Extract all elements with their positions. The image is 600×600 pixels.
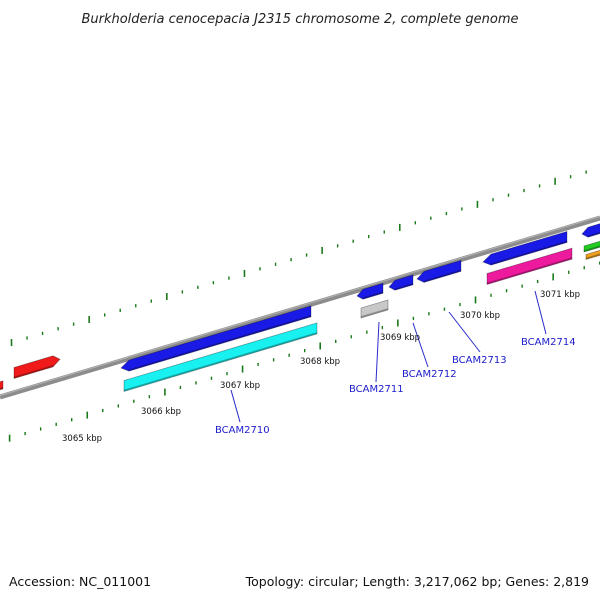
- blue-gene-bcam2714[interactable]: [482, 230, 568, 266]
- gene-features: [0, 222, 600, 393]
- genome-summary-text: Topology: circular; Length: 3,217,062 bp…: [245, 574, 589, 589]
- cyan-gene-bcam2710[interactable]: [123, 322, 318, 393]
- genome-backbone: [0, 215, 600, 400]
- gene-label-bcam2713[interactable]: BCAM2713: [452, 355, 507, 366]
- scale-label-3065: 3065 kbp: [62, 434, 102, 444]
- cyan-gene-bcam2710-shade: [123, 332, 318, 392]
- blue-gene-bcam2713[interactable]: [416, 259, 462, 283]
- blue-gene-right-edge[interactable]: [581, 222, 600, 238]
- gene-label-bcam2711[interactable]: BCAM2711: [349, 384, 404, 395]
- gray-gene-bcam2711-shade: [360, 308, 389, 318]
- pink-gene-bcam2714-shade: [486, 257, 573, 285]
- blue-gene-bcam2713-shade: [423, 269, 462, 283]
- inner-tick-row: [8, 261, 600, 442]
- blue-gene-bcam2710-shade: [128, 315, 312, 371]
- map-title: Burkholderia cenocepacia J2315 chromosom…: [81, 12, 518, 27]
- orange-gene-right-edge-shade: [585, 253, 600, 260]
- scale-label-3069: 3069 kbp: [380, 333, 420, 343]
- scale-label-3070: 3070 kbp: [460, 311, 500, 321]
- accession-text: Accession: NC_011001: [9, 574, 152, 589]
- blue-gene-right-edge-shade: [587, 231, 600, 237]
- red-gene-left-edge[interactable]: [0, 380, 4, 391]
- blue-gene-bcam2712-shade: [394, 283, 414, 290]
- red-gene-shade: [13, 365, 54, 379]
- blue-gene-bcam2710[interactable]: [120, 305, 312, 372]
- blue-gene-bcam2711[interactable]: [356, 282, 384, 300]
- scale-label-3068: 3068 kbp: [300, 357, 340, 367]
- green-gene-right-edge-shade: [583, 245, 600, 252]
- orange-gene-right-edge[interactable]: [585, 249, 600, 261]
- pink-gene-bcam2714[interactable]: [486, 247, 573, 286]
- red-gene[interactable]: [13, 355, 61, 380]
- scale-label-3071: 3071 kbp: [540, 290, 580, 300]
- gene-label-bcam2712[interactable]: BCAM2712: [402, 369, 457, 380]
- gene-label-bcam2714[interactable]: BCAM2714: [521, 337, 576, 348]
- gene-label-bcam2710[interactable]: BCAM2710: [215, 425, 270, 436]
- gray-gene-bcam2711[interactable]: [360, 299, 389, 319]
- red-gene-left-edge-shade: [0, 387, 4, 390]
- blue-gene-bcam2712[interactable]: [388, 274, 414, 291]
- blue-gene-bcam2711-shade: [362, 291, 384, 299]
- label-leaders: [230, 290, 547, 423]
- outer-tick-row: [10, 170, 587, 347]
- scale-label-3066: 3066 kbp: [141, 407, 181, 417]
- green-gene-right-edge[interactable]: [583, 240, 600, 253]
- genome-backbone-highlight: [0, 216, 600, 396]
- scale-label-3067: 3067 kbp: [220, 381, 260, 391]
- blue-gene-bcam2714-shade: [490, 240, 568, 265]
